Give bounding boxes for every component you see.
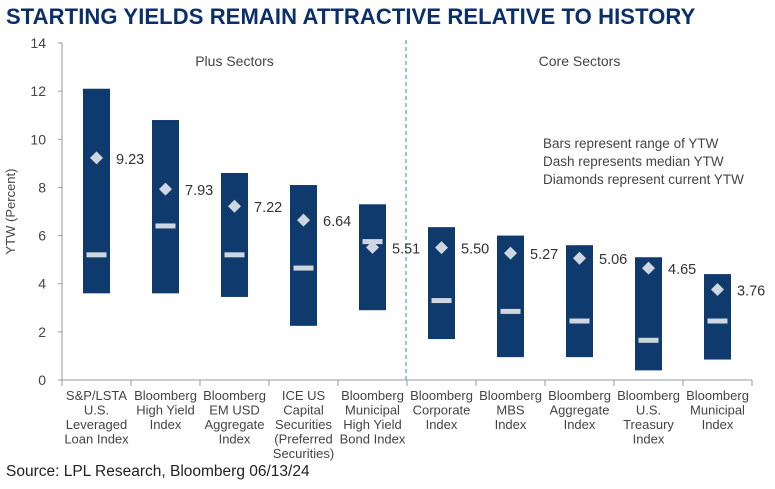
current-diamond <box>711 282 724 296</box>
y-tick-label: 14 <box>30 35 46 51</box>
median-dash <box>224 252 245 258</box>
category-label: Securities) <box>273 446 334 461</box>
category-label: U.S. <box>84 403 109 418</box>
category-label: Index <box>633 432 665 447</box>
y-tick-label: 10 <box>30 131 46 147</box>
current-value-label: 6.64 <box>323 214 351 230</box>
category-label: Loan Index <box>64 432 129 447</box>
current-diamond <box>642 261 655 275</box>
current-value-label: 3.76 <box>737 283 765 299</box>
range-bar <box>221 172 248 297</box>
current-value-label: 7.93 <box>185 183 213 199</box>
category-label: High Yield <box>343 417 402 432</box>
source-note: Source: LPL Research, Bloomberg 06/13/24 <box>6 463 310 480</box>
median-dash <box>431 298 452 304</box>
category-label: Bloomberg <box>686 388 749 403</box>
current-diamond <box>435 241 448 255</box>
category-label: U.S. <box>636 403 661 418</box>
median-dash <box>155 223 176 229</box>
category-label: Treasury <box>623 417 674 432</box>
category-label: Securities <box>275 417 333 432</box>
range-bar <box>635 257 662 371</box>
category-label: Bloomberg <box>134 388 197 403</box>
current-value-label: 5.50 <box>461 242 489 258</box>
group-label: Plus Sectors <box>195 53 274 69</box>
median-dash <box>638 337 659 343</box>
chart-title: STARTING YIELDS REMAIN ATTRACTIVE RELATI… <box>6 4 696 29</box>
labels: Plus Sectors Core Sectors Bars represent r… <box>64 53 765 461</box>
category-label: High Yield <box>136 403 195 418</box>
current-diamond <box>504 246 517 260</box>
current-value-label: 5.51 <box>392 241 420 257</box>
current-diamond <box>297 213 310 227</box>
median-dash <box>569 318 590 324</box>
category-label: S&P/LSTA <box>66 388 128 403</box>
median-dash <box>86 252 107 258</box>
category-label: EM USD <box>209 403 260 418</box>
y-tick-label: 4 <box>38 276 46 292</box>
category-label: Municipal <box>345 403 400 418</box>
range-bar <box>83 88 110 294</box>
category-label: Bloomberg <box>410 388 473 403</box>
current-value-label: 7.22 <box>254 200 282 216</box>
legend-line: Diamonds represent current YTW <box>543 172 744 187</box>
legend-line: Dash represents median YTW <box>543 154 724 169</box>
current-diamond <box>228 199 241 213</box>
category-label: Index <box>702 417 734 432</box>
category-label: (Preferred <box>274 432 333 447</box>
category-label: Bloomberg <box>203 388 266 403</box>
category-label: Aggregate <box>550 403 610 418</box>
current-value-label: 5.27 <box>530 247 558 263</box>
category-label: Index <box>564 417 596 432</box>
median-dash <box>293 265 314 271</box>
median-dash <box>707 318 728 324</box>
category-label: Leveraged <box>66 417 127 432</box>
bars <box>83 88 731 371</box>
category-label: Corporate <box>413 403 471 418</box>
category-label: Bloomberg <box>617 388 680 403</box>
category-label: Index <box>150 417 182 432</box>
category-label: Bloomberg <box>479 388 542 403</box>
current-value-label: 5.06 <box>599 252 627 268</box>
category-label: MBS <box>496 403 525 418</box>
current-diamond <box>573 251 586 265</box>
range-bar <box>290 185 317 326</box>
axes: 0 2 4 6 8 10 12 14 YTW (Percent) <box>3 35 753 388</box>
current-diamond <box>366 240 379 254</box>
y-tick-label: 6 <box>38 228 46 244</box>
y-tick-label: 8 <box>38 179 46 195</box>
legend-line: Bars represent range of YTW <box>543 136 719 151</box>
median-dash <box>500 308 521 314</box>
category-label: Capital <box>283 403 324 418</box>
category-label: Bond Index <box>340 432 406 447</box>
current-value-label: 4.65 <box>668 262 696 278</box>
y-tick-label: 2 <box>38 324 46 340</box>
category-label: Bloomberg <box>341 388 404 403</box>
current-diamond <box>159 182 172 196</box>
category-label: Index <box>219 432 251 447</box>
y-tick-label: 12 <box>30 83 46 99</box>
y-tick-label: 0 <box>38 372 46 388</box>
category-label: Municipal <box>690 403 745 418</box>
category-label: Aggregate <box>205 417 265 432</box>
category-label: Index <box>426 417 458 432</box>
range-bar <box>359 204 386 311</box>
current-value-label: 9.23 <box>116 152 144 168</box>
category-label: Bloomberg <box>548 388 611 403</box>
category-label: Index <box>495 417 527 432</box>
range-bar <box>152 120 179 294</box>
group-label: Core Sectors <box>539 53 621 69</box>
current-diamond <box>90 151 103 165</box>
y-axis-title: YTW (Percent) <box>3 169 18 255</box>
category-label: ICE US <box>282 388 326 403</box>
